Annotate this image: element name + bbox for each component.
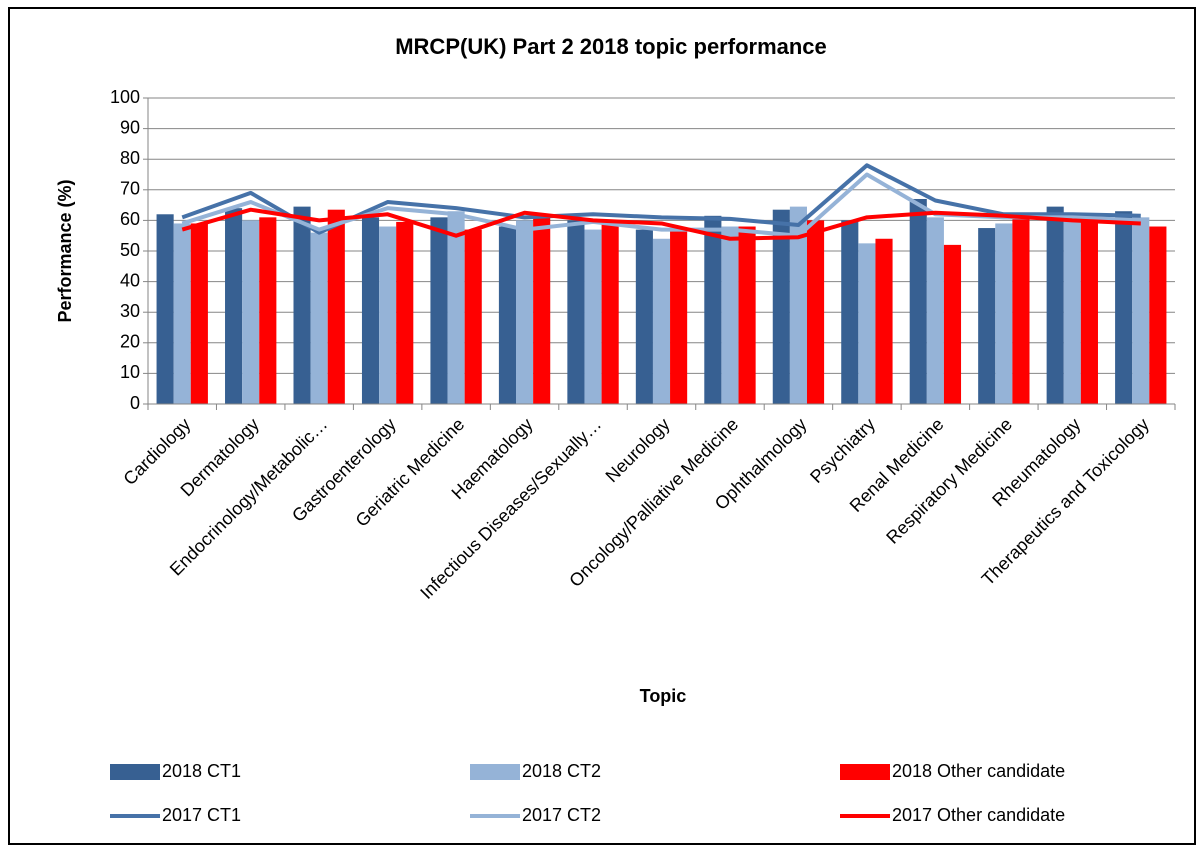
y-tick-label: 10 (120, 362, 140, 382)
bar (909, 198, 927, 404)
chart-title: MRCP(UK) Part 2 2018 topic performance (395, 34, 827, 59)
bar (327, 209, 345, 404)
bar (173, 223, 191, 404)
legend-label: 2017 Other candidate (892, 805, 1065, 825)
y-tick-label: 100 (110, 87, 140, 107)
bar (1080, 220, 1098, 404)
bar (293, 206, 311, 404)
bar (841, 220, 859, 404)
line (181, 207, 1141, 241)
bar (1063, 220, 1081, 404)
bar (978, 228, 996, 404)
bar (1115, 211, 1133, 404)
y-tick-label: 90 (120, 117, 140, 137)
legend-label: 2017 CT1 (162, 805, 241, 825)
y-axis-title: Performance (%) (55, 179, 75, 322)
bar (789, 206, 807, 404)
y-tick-label: 40 (120, 270, 140, 290)
bar (995, 223, 1013, 404)
bar (1132, 217, 1150, 404)
bar (1046, 206, 1064, 404)
y-tick-label: 30 (120, 301, 140, 321)
bar (361, 217, 380, 404)
bar (310, 232, 328, 404)
legend-label: 2018 Other candidate (892, 761, 1065, 781)
bar (943, 244, 962, 404)
bar (516, 220, 534, 404)
bar (1149, 226, 1167, 404)
bar (635, 229, 653, 404)
bar (190, 223, 208, 404)
bar (738, 226, 756, 404)
y-tick-label: 20 (120, 332, 140, 352)
y-tick-label: 70 (120, 179, 140, 199)
bar (601, 223, 619, 404)
bar (396, 221, 414, 404)
bar (1012, 217, 1030, 404)
y-tick-label: 50 (120, 240, 140, 260)
bar (567, 220, 585, 404)
y-tick-label: 80 (120, 148, 140, 168)
bar (242, 220, 260, 404)
bar (670, 229, 688, 404)
bar (225, 208, 243, 404)
bar (772, 209, 790, 404)
bar (875, 238, 893, 404)
bar (379, 226, 397, 404)
bar (498, 226, 517, 404)
legend-label: 2018 CT2 (522, 761, 601, 781)
y-tick-label: 0 (130, 393, 140, 413)
legend-swatch (840, 764, 890, 780)
bar (447, 211, 465, 404)
bar (721, 226, 739, 404)
y-tick-label: 60 (120, 209, 140, 229)
bar (533, 217, 551, 404)
bar (806, 220, 825, 404)
x-axis-title: Topic (640, 686, 687, 706)
bar (926, 217, 944, 404)
bar (704, 215, 722, 404)
bar (858, 243, 876, 404)
legend-swatch (470, 764, 520, 780)
bar (259, 217, 277, 404)
legend-swatch (110, 764, 160, 780)
bar (464, 229, 482, 404)
bar (430, 217, 448, 404)
legend-label: 2018 CT1 (162, 761, 241, 781)
bar (652, 238, 671, 404)
bar (156, 214, 174, 404)
bar (584, 229, 602, 404)
chart-frame (8, 7, 1196, 845)
legend-label: 2017 CT2 (522, 805, 601, 825)
